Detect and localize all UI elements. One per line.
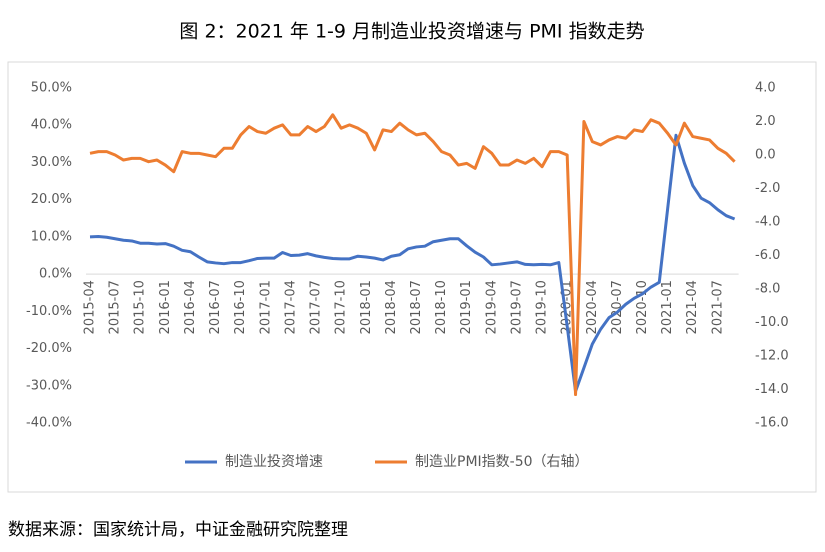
x-tick-label: 2019-01	[459, 280, 474, 334]
y2-tick-label: -12.0	[755, 349, 789, 364]
y-tick-label: 40.0%	[31, 118, 72, 133]
x-tick-label: 2015-04	[83, 280, 98, 334]
x-tick-label: 2019-07	[509, 280, 524, 334]
y-tick-label: 30.0%	[31, 155, 72, 170]
x-tick-label: 2017-07	[309, 280, 324, 334]
x-tick-label: 2020-04	[585, 280, 600, 334]
legend-label: 制造业投资增速	[225, 454, 323, 470]
x-tick-label: 2019-10	[535, 280, 550, 334]
legend-label: 制造业PMI指数-50（右轴）	[415, 454, 589, 470]
y2-tick-label: 0.0	[755, 148, 776, 163]
y2-tick-label: -8.0	[755, 282, 780, 297]
y-tick-label: 10.0%	[31, 229, 72, 244]
source-note: 数据来源：国家统计局，中证金融研究院整理	[8, 520, 348, 540]
x-tick-label: 2020-10	[635, 280, 650, 334]
x-tick-label: 2018-04	[384, 280, 399, 334]
x-tick-label: 2021-07	[710, 280, 725, 334]
x-tick-label: 2017-04	[283, 280, 298, 334]
y-tick-label: -10.0%	[26, 304, 72, 319]
y2-tick-label: -14.0	[755, 382, 789, 397]
y-tick-label: -20.0%	[26, 341, 72, 356]
y2-tick-label: -6.0	[755, 248, 780, 263]
y2-tick-label: 4.0	[755, 81, 776, 96]
y-tick-label: -40.0%	[26, 416, 72, 431]
x-tick-label: 2018-07	[409, 280, 424, 334]
x-tick-label: 2017-10	[334, 280, 349, 334]
chart-title: 图 2：2021 年 1-9 月制造业投资增速与 PMI 指数走势	[179, 21, 644, 43]
x-tick-label: 2016-04	[183, 280, 198, 334]
y-tick-label: 50.0%	[31, 81, 72, 96]
y2-tick-label: -4.0	[755, 215, 780, 230]
x-tick-label: 2016-01	[158, 280, 173, 334]
y-tick-label: 20.0%	[31, 192, 72, 207]
series-line	[89, 133, 736, 393]
y2-tick-label: -2.0	[755, 181, 780, 196]
x-tick-label: 2018-10	[434, 280, 449, 334]
x-tick-label: 2021-01	[660, 280, 675, 334]
y-tick-label: -30.0%	[26, 378, 72, 393]
x-tick-label: 2019-04	[484, 280, 499, 334]
x-tick-label: 2015-10	[133, 280, 148, 334]
y2-tick-label: -10.0	[755, 315, 789, 330]
y2-tick-label: -16.0	[755, 416, 789, 431]
chart-border	[7, 61, 817, 493]
x-tick-label: 2021-04	[685, 280, 700, 334]
series-line	[89, 113, 736, 397]
x-tick-label: 2015-07	[108, 280, 123, 334]
x-tick-label: 2017-01	[258, 280, 273, 334]
y2-tick-label: 2.0	[755, 114, 776, 129]
x-tick-label: 2018-01	[359, 280, 374, 334]
x-tick-label: 2020-07	[610, 280, 625, 334]
x-tick-label: 2016-10	[233, 280, 248, 334]
x-tick-label: 2016-07	[208, 280, 223, 334]
y-tick-label: 0.0%	[39, 267, 72, 282]
